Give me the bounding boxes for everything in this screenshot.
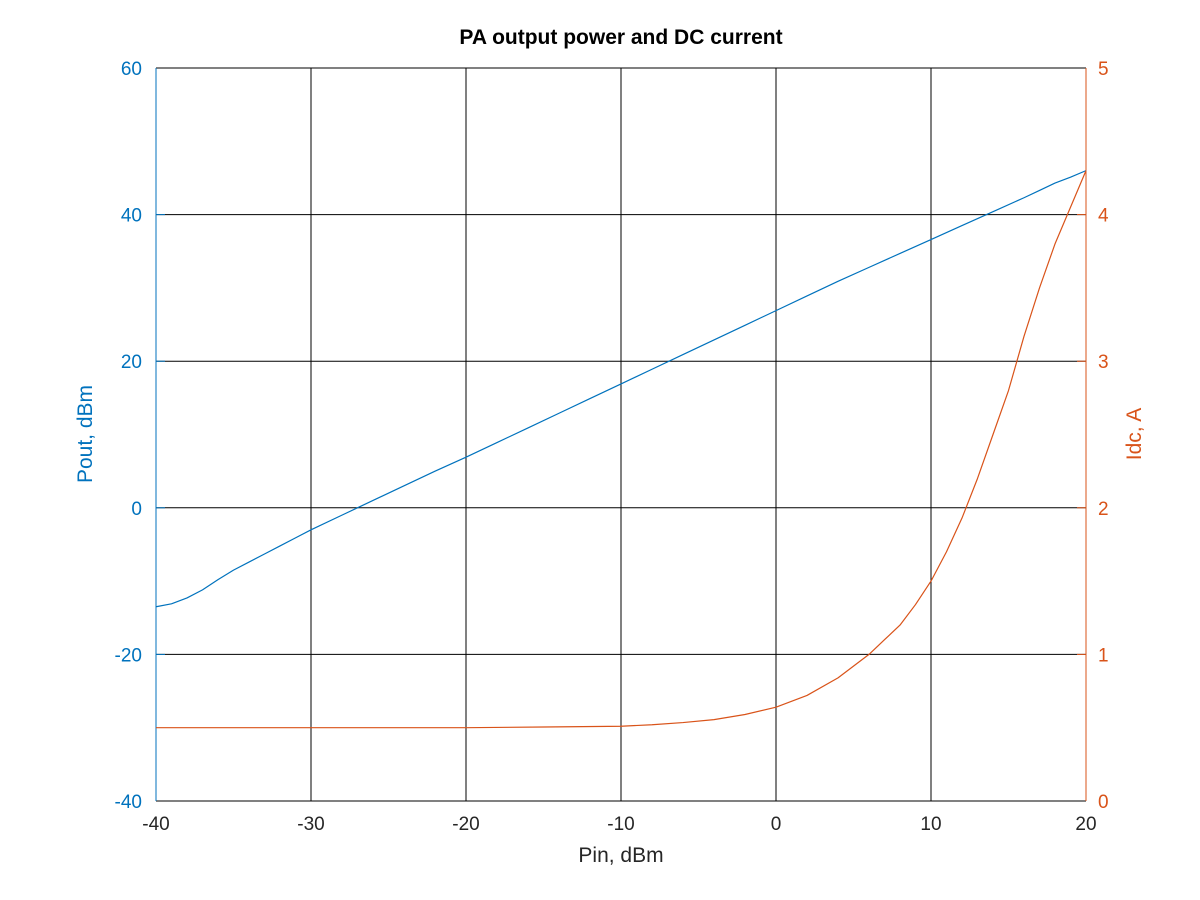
y-right-tick-label: 1: [1098, 645, 1109, 666]
y-left-tick-label: 60: [121, 59, 142, 80]
y-right-tick-label: 4: [1098, 206, 1109, 227]
y-left-tick-label: -20: [115, 645, 142, 666]
chart-title: PA output power and DC current: [459, 26, 782, 49]
x-tick-label: -20: [452, 814, 479, 835]
x-axis-title: Pin, dBm: [578, 844, 663, 867]
y-right-tick-label: 5: [1098, 59, 1109, 80]
series-group: [155, 170, 1087, 729]
series-line-pout: [155, 170, 1087, 608]
x-tick-label: 0: [771, 814, 782, 835]
x-tick-label: 20: [1075, 814, 1096, 835]
series-line-idc: [156, 170, 1087, 729]
x-tick-label: -10: [607, 814, 634, 835]
y-left-tick-label: 20: [121, 352, 142, 373]
y-left-tick-label: -40: [115, 792, 142, 813]
y-left-tick-label: 40: [121, 206, 142, 227]
y-right-tick-label: 0: [1098, 792, 1109, 813]
axes: [155, 67, 1087, 802]
y-right-axis-title: Idc, A: [1123, 408, 1146, 461]
x-tick-label: -30: [297, 814, 324, 835]
x-tick-label: -40: [142, 814, 169, 835]
y-left-axis-title: Pout, dBm: [74, 385, 97, 483]
y-right-tick-label: 3: [1098, 352, 1109, 373]
x-tick-label: 10: [920, 814, 941, 835]
y-left-tick-label: 0: [131, 499, 142, 520]
y-right-tick-label: 2: [1098, 499, 1109, 520]
